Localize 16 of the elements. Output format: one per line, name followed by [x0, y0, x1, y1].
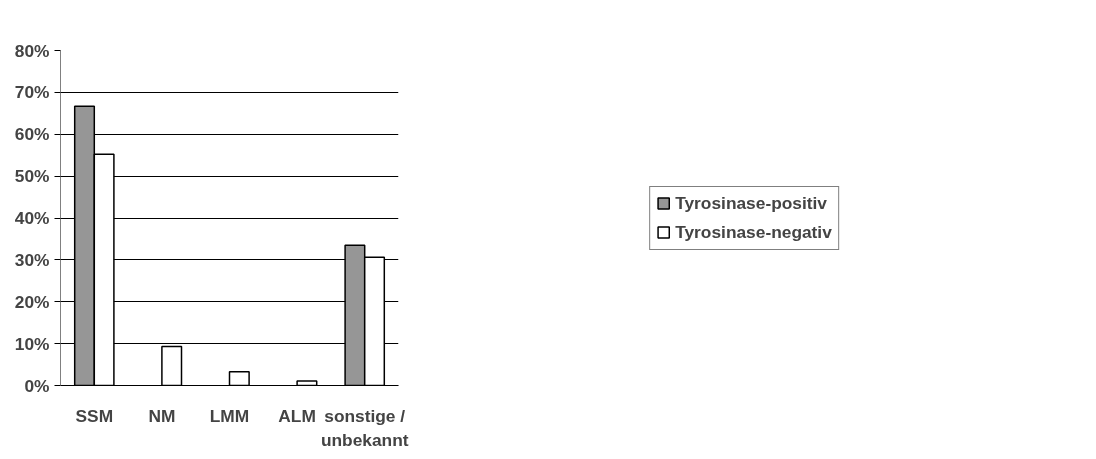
- y-tick-label: 30%: [14, 249, 50, 270]
- legend-label: Tyrosinase-positiv: [675, 192, 827, 214]
- x-tick-label: ALM: [278, 405, 316, 426]
- x-tick-label: SSM: [75, 405, 114, 426]
- y-tick-label: 20%: [14, 291, 50, 312]
- x-tick-label: NM: [148, 405, 176, 426]
- legend-label: Tyrosinase-negativ: [675, 221, 832, 243]
- y-tick-label: 10%: [14, 333, 50, 354]
- y-tick-label: 50%: [14, 166, 50, 187]
- y-tick-label: 70%: [14, 82, 50, 103]
- x-tick-label: sonstige / unbekannt: [320, 405, 409, 450]
- x-tick-label: LMM: [209, 405, 250, 426]
- y-tick-label: 40%: [14, 208, 50, 228]
- y-tick-label: 0%: [24, 375, 50, 396]
- y-tick-label: 80%: [14, 40, 50, 61]
- y-tick-label: 60%: [14, 124, 50, 145]
